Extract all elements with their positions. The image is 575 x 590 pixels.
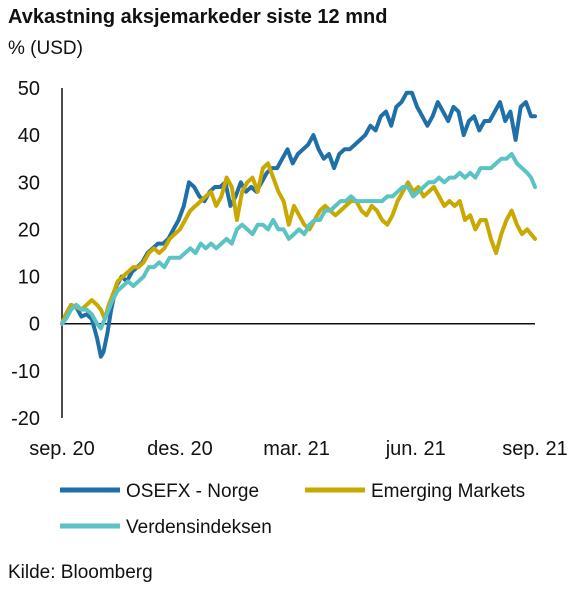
- series-line-osefx-norge: [60, 90, 537, 359]
- legend: OSEFX - Norge Emerging Markets Verdensinde…: [60, 481, 525, 538]
- series-line-emerging-markets: [60, 161, 537, 326]
- legend-label: OSEFX - Norge: [126, 481, 259, 502]
- x-tick-label: mar. 21: [263, 438, 330, 460]
- x-tick-label: jun. 21: [385, 438, 446, 460]
- y-tick-label: 10: [18, 267, 40, 289]
- x-tick-label: sep. 20: [29, 438, 95, 460]
- x-tick-label: des. 20: [147, 438, 213, 460]
- chart-title: Avkastning aksjemarkeder siste 12 mnd: [8, 6, 388, 28]
- y-tick-label: 40: [18, 125, 40, 147]
- y-tick-label: 50: [18, 78, 40, 100]
- y-axis-label: % (USD): [8, 38, 83, 59]
- legend-label: Emerging Markets: [371, 481, 525, 502]
- series-layer: [60, 90, 537, 359]
- x-tick-label: sep. 21: [502, 438, 568, 460]
- y-tick-label: -10: [11, 361, 40, 383]
- y-tick-label: 30: [18, 172, 40, 194]
- axes: -20 -10 0 10 20 30 40 50 sep. 20 des. 20 mar. 21 ju…: [11, 78, 568, 460]
- y-tick-label: 20: [18, 219, 40, 241]
- series-line-verdensindeksen: [60, 152, 537, 331]
- y-tick-label: -20: [11, 408, 40, 430]
- y-tick-label: 0: [29, 314, 40, 336]
- legend-label: Verdensindeksen: [126, 517, 272, 538]
- source-note: Kilde: Bloomberg: [8, 562, 153, 583]
